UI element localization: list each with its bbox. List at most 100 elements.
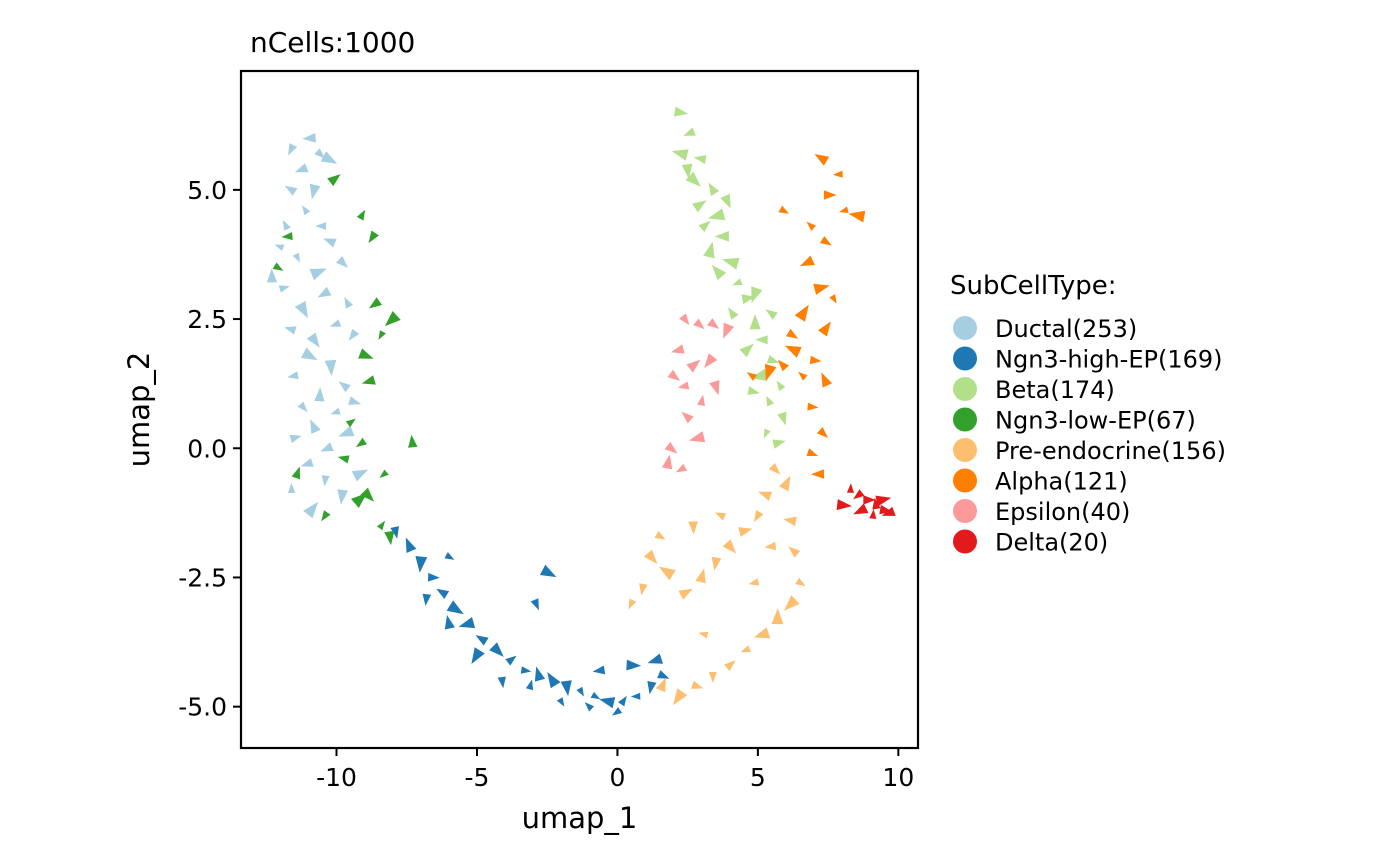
y-tick-label: 2.5 (187, 305, 227, 334)
data-point (284, 326, 297, 335)
data-point (698, 220, 711, 233)
data-point (753, 627, 771, 639)
data-point (344, 297, 354, 309)
data-point (560, 680, 572, 697)
data-point (288, 143, 298, 156)
x-tick-label: 10 (882, 763, 914, 792)
data-point (384, 311, 401, 327)
data-point (289, 434, 302, 444)
data-point (530, 598, 539, 611)
y-tick-label: 0.0 (187, 434, 227, 463)
data-point (821, 372, 833, 388)
data-point (310, 419, 321, 434)
data-point (739, 343, 754, 358)
data-point (788, 546, 801, 558)
data-point (766, 355, 780, 364)
data-point (618, 695, 627, 707)
data-point (317, 286, 332, 298)
data-point (655, 677, 666, 693)
data-point (853, 503, 869, 515)
legend-label: Pre-endocrine(156) (995, 437, 1226, 465)
data-point (444, 615, 455, 630)
data-point (764, 541, 777, 551)
data-point (818, 321, 831, 337)
data-point (592, 665, 606, 675)
series-points (266, 133, 369, 519)
data-point (692, 200, 707, 213)
data-point (771, 608, 784, 625)
data-point (390, 526, 399, 539)
data-point (754, 510, 764, 523)
data-point (799, 255, 815, 267)
data-point (337, 489, 349, 505)
data-point (693, 155, 707, 164)
data-point (697, 394, 705, 407)
legend-label: Ngn3-low-EP(67) (995, 407, 1196, 435)
data-point (798, 371, 808, 381)
data-point (630, 692, 641, 700)
data-point (848, 210, 866, 223)
data-point (327, 174, 341, 187)
data-point (300, 347, 318, 361)
data-point (556, 697, 565, 707)
data-point (348, 396, 362, 405)
data-point (378, 330, 386, 340)
data-point (427, 572, 440, 582)
legend-key (953, 316, 977, 340)
panel-border (239, 69, 920, 750)
data-point (360, 487, 375, 502)
data-point (525, 679, 534, 691)
series-points (272, 174, 418, 546)
data-point (686, 359, 701, 373)
data-point (497, 676, 506, 689)
data-point (647, 681, 657, 695)
data-point (446, 600, 464, 615)
data-point (778, 205, 789, 214)
data-point (778, 475, 791, 492)
data-point (681, 163, 693, 179)
data-point (351, 469, 369, 482)
data-point (384, 530, 395, 546)
data-point (329, 319, 342, 327)
data-point (875, 495, 892, 507)
data-point (368, 230, 379, 244)
data-point (809, 355, 822, 365)
legend: SubCellType: Ductal(253) Ngn3-high-EP(169… (950, 271, 1226, 557)
data-point (292, 252, 300, 263)
data-point (819, 236, 832, 246)
y-tick-label: -5.0 (178, 693, 227, 722)
data-point (720, 193, 731, 209)
data-point (755, 335, 768, 345)
data-point (738, 527, 753, 537)
legend-label: Ngn3-high-EP(169) (995, 346, 1222, 374)
data-point (315, 222, 327, 230)
data-point (415, 556, 428, 573)
data-point (683, 127, 696, 136)
data-point (272, 262, 284, 271)
data-point (320, 442, 334, 452)
data-point (336, 256, 349, 268)
data-point (823, 190, 837, 200)
data-point (471, 647, 485, 664)
legend-title: SubCellType: (950, 271, 1117, 301)
data-point (590, 691, 601, 700)
data-point (287, 371, 299, 380)
data-point (667, 369, 681, 381)
legend-label: Alpha(121) (995, 468, 1128, 496)
data-point (288, 483, 296, 494)
x-tick-label: 0 (609, 763, 625, 792)
data-point (748, 578, 760, 586)
data-point (832, 170, 843, 178)
data-point (772, 439, 786, 449)
data-point (358, 348, 374, 359)
data-point (355, 437, 367, 448)
data-point (356, 209, 366, 221)
data-point (300, 458, 314, 467)
data-point (368, 297, 383, 309)
data-point (348, 328, 360, 341)
data-point (321, 510, 331, 522)
data-point (306, 332, 320, 348)
data-point (281, 232, 293, 241)
legend-label: Epsilon(40) (995, 498, 1130, 526)
data-point (664, 441, 678, 454)
